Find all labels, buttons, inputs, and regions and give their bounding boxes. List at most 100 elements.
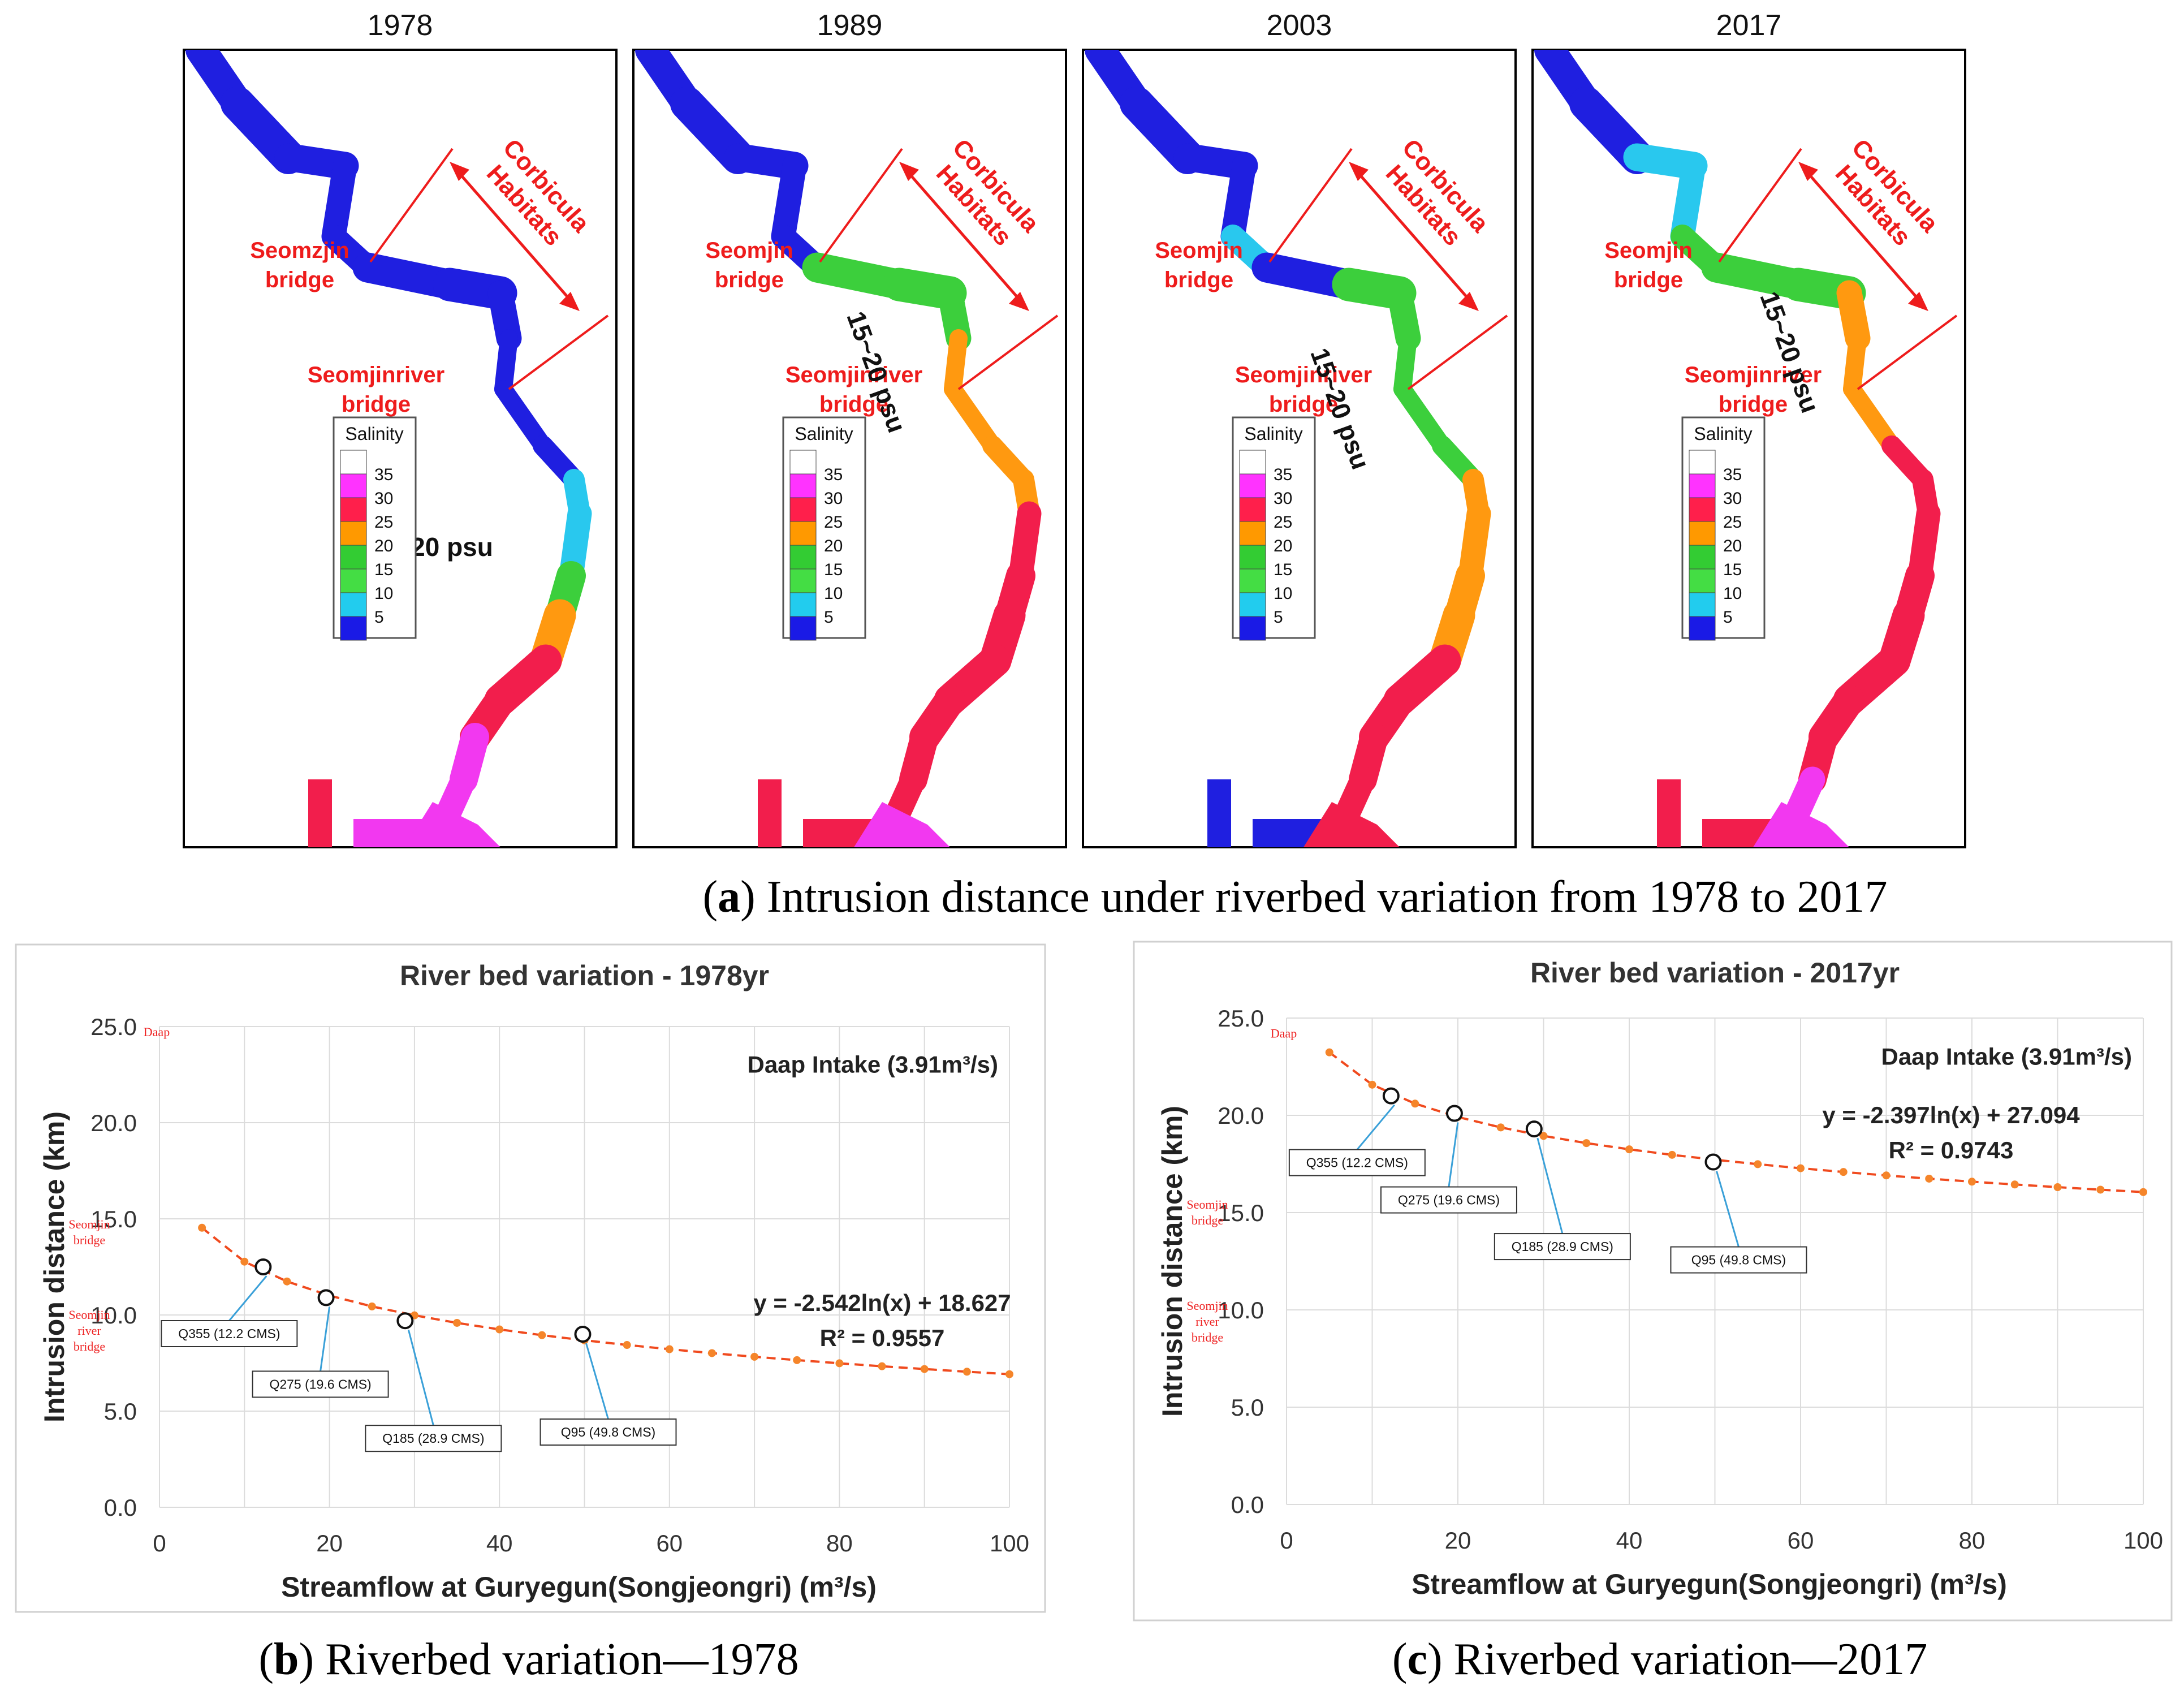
seomjinriver-bridge-line — [1857, 314, 1958, 390]
salinity-swatch — [340, 450, 367, 475]
map-year-label: 2017 — [1716, 9, 1782, 42]
caption-b-text: Riverbed variation—1978 — [314, 1635, 799, 1684]
bridge-label-line: Seomjinriver — [1685, 363, 1822, 387]
seomjinriver-bridge-label: Seomjinriver bridge — [785, 363, 922, 417]
salinity-legend-title: Salinity — [345, 424, 403, 444]
fit-marker — [1005, 1370, 1013, 1378]
seomjin-bridge-label: Seomjin bridge — [705, 238, 793, 292]
seomjin-bridge-line — [1268, 148, 1353, 263]
corbicula-arrow-shaft — [1803, 167, 1924, 305]
river-segment — [321, 153, 357, 249]
location-marker-line: bridge — [1192, 1213, 1223, 1227]
salinity-legend-value: 30 — [1274, 489, 1292, 508]
x-tick-label: 60 — [656, 1530, 683, 1556]
salinity-legend: Salinity 35 30 25 20 15 10 5 — [782, 416, 866, 641]
salinity-swatch — [340, 568, 367, 593]
salinity-legend-value: 10 — [824, 584, 843, 603]
location-marker-label: Seomjin river bridge — [68, 1308, 110, 1353]
x-tick-label: 40 — [486, 1530, 513, 1556]
salinity-swatch — [789, 497, 817, 522]
fit-marker — [2053, 1183, 2062, 1192]
river-segment — [944, 380, 1002, 455]
callout-label: Q185 (28.9 CMS) — [1512, 1239, 1613, 1254]
regression-equation: y = -2.397ln(x) + 27.094 — [1822, 1102, 2080, 1128]
location-marker-line: bridge — [74, 1233, 105, 1247]
salinity-legend-value: 10 — [1274, 584, 1292, 603]
callout-box — [1670, 1246, 1807, 1274]
map-year-label: 1989 — [817, 9, 883, 42]
bridge-label-line: Seomzjin — [250, 238, 349, 263]
fit-marker — [283, 1277, 291, 1286]
salinity-swatch — [340, 545, 367, 570]
callout-label: Q355 (12.2 CMS) — [1306, 1155, 1408, 1170]
salinity-swatch — [340, 497, 367, 522]
river-segment — [771, 153, 807, 249]
data-point — [574, 1326, 592, 1343]
seomjinriver-bridge-line — [1407, 314, 1508, 390]
location-marker-label: Daap — [144, 1025, 170, 1039]
caption-c: (c) Riverbed variation—2017 — [1392, 1635, 1927, 1684]
fit-marker — [2139, 1188, 2147, 1196]
regression-r2: R² = 0.9743 — [1889, 1137, 2014, 1163]
bridge-label-line: bridge — [1614, 268, 1683, 292]
y-tick-label: 25.0 — [1218, 1005, 1264, 1032]
river-body — [1085, 50, 1491, 847]
data-point — [1382, 1087, 1400, 1105]
callout-leader — [320, 1306, 331, 1372]
salinity-legend-value: 20 — [1723, 537, 1742, 555]
salinity-legend-value: 5 — [374, 608, 384, 627]
salinity-swatch — [1239, 592, 1266, 617]
fit-marker — [495, 1325, 504, 1334]
salinity-swatch — [789, 568, 817, 593]
chart-grid — [1286, 1017, 2144, 1505]
callout-label: Q275 (19.6 CMS) — [1398, 1193, 1500, 1208]
data-point — [1525, 1120, 1543, 1138]
data-point — [317, 1289, 335, 1306]
salinity-legend-value: 15 — [374, 560, 393, 579]
callout-leader — [1536, 1137, 1564, 1234]
bridge-label-line: bridge — [819, 392, 888, 417]
salinity-swatch — [1689, 592, 1716, 617]
salinity-swatch — [789, 545, 817, 570]
bridge-label-line: Seomjin — [1604, 238, 1693, 263]
river-bottom-block — [1207, 779, 1231, 847]
salinity-legend-value: 35 — [1723, 465, 1742, 484]
salinity-swatch — [1689, 568, 1716, 593]
x-tick-label: 0 — [153, 1530, 166, 1556]
seomjin-bridge-line — [1718, 148, 1802, 263]
fit-marker — [368, 1302, 376, 1310]
callout-box — [365, 1425, 502, 1452]
y-tick-label: 5.0 — [1231, 1394, 1264, 1421]
salinity-swatch — [789, 521, 817, 546]
salinity-swatch — [1689, 497, 1716, 522]
salinity-legend-value: 20 — [1274, 537, 1292, 555]
salinity-legend-title: Salinity — [1694, 424, 1752, 444]
fit-marker — [1325, 1048, 1333, 1057]
x-tick-label: 0 — [1280, 1527, 1293, 1554]
callout-label: Q95 (49.8 CMS) — [1691, 1253, 1786, 1267]
salinity-legend-value: 25 — [824, 513, 843, 532]
data-point — [1445, 1105, 1463, 1122]
salinity-swatch — [789, 592, 817, 617]
caption-a-letter: a — [718, 872, 740, 922]
y-tick-label: 25.0 — [90, 1014, 137, 1040]
salinity-legend-value: 15 — [1274, 560, 1292, 579]
caption-a: (a) Intrusion distance under riverbed va… — [703, 872, 1888, 922]
fit-marker — [707, 1349, 716, 1357]
callout-leader — [1716, 1171, 1740, 1247]
x-tick-label: 20 — [1445, 1527, 1471, 1554]
intake-label: Daap Intake (3.91m³/s) — [1881, 1043, 2132, 1070]
caption-b-letter: b — [274, 1635, 299, 1684]
fit-marker — [1925, 1174, 1933, 1183]
fit-curve — [1328, 1051, 2144, 1193]
seomjin-bridge-line — [819, 148, 903, 263]
corbicula-arrow-head — [899, 162, 919, 181]
callout-leader — [407, 1329, 434, 1426]
seomjin-bridge-label: Seomjin bridge — [1155, 238, 1243, 292]
salinity-swatch — [1689, 545, 1716, 570]
fit-marker — [198, 1223, 206, 1232]
